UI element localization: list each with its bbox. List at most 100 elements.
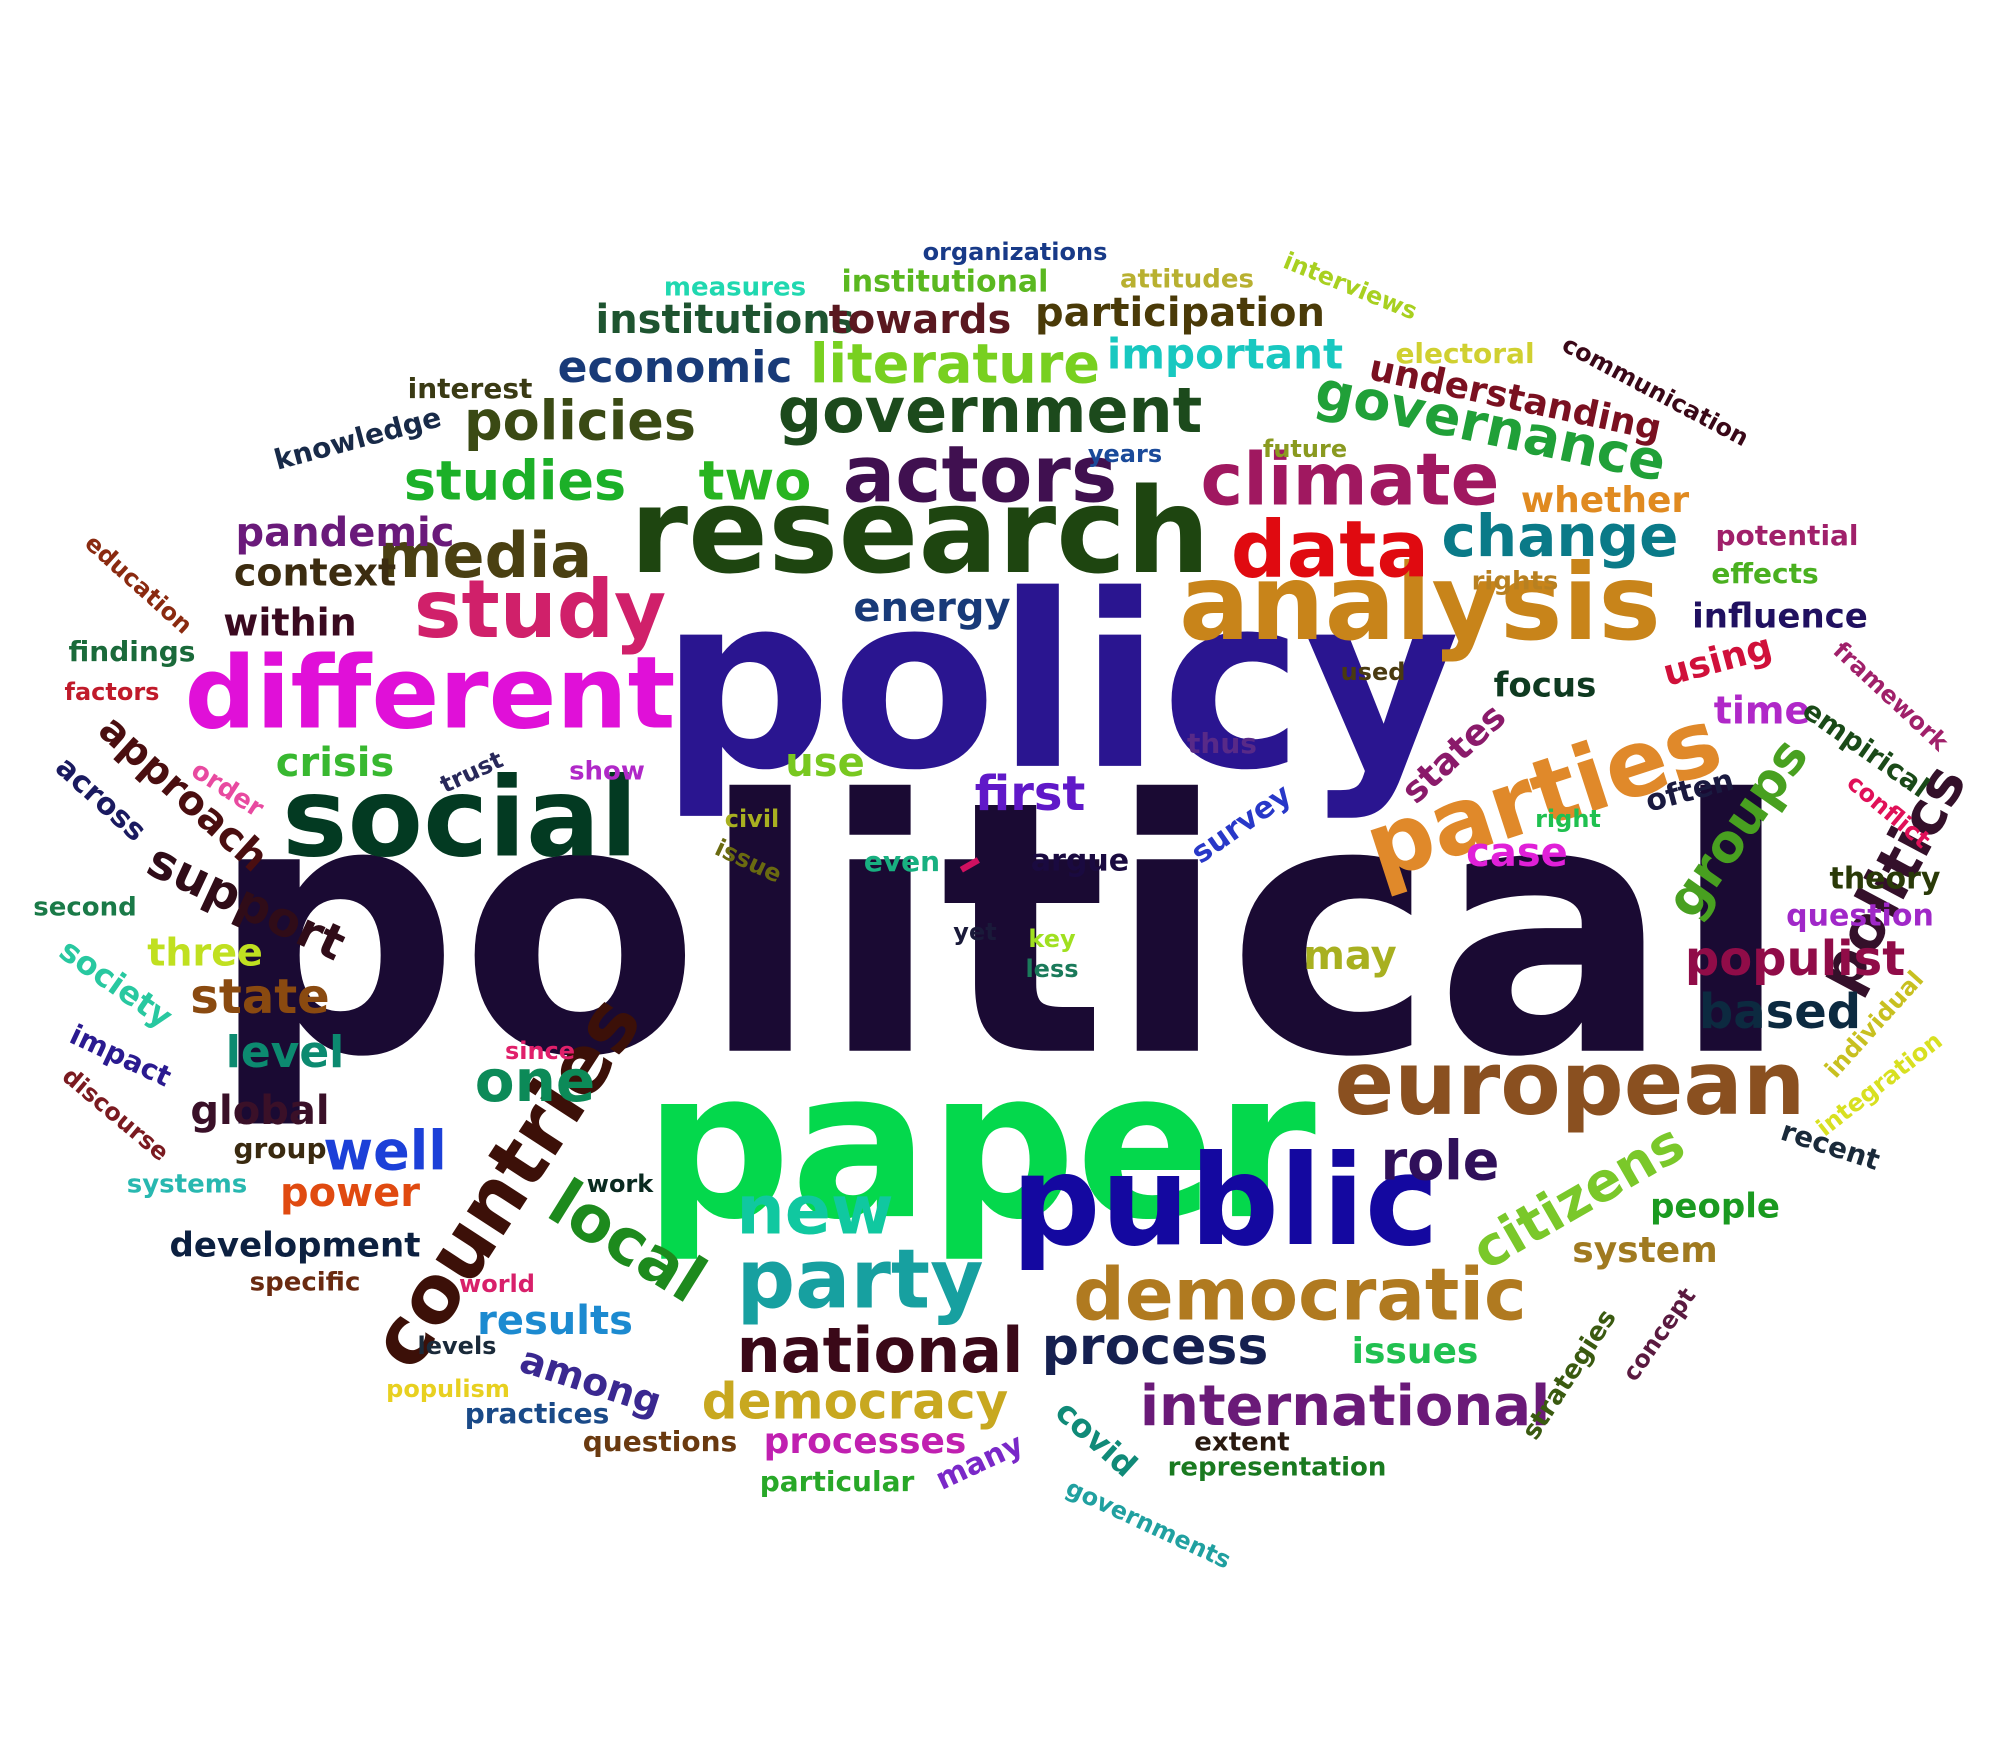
word-climate: climate (1201, 438, 1500, 522)
word-case: case (1466, 830, 1568, 876)
word-european: european (1335, 1032, 1806, 1135)
word-particular: particular (760, 1465, 915, 1498)
word-two: two (699, 450, 812, 513)
word-civil: civil (725, 805, 780, 833)
word-participation: participation (1035, 290, 1325, 336)
word-specific: specific (250, 1268, 361, 1298)
word-one: one (475, 1047, 595, 1115)
word-three: three (147, 931, 263, 975)
word-years: years (1088, 440, 1162, 468)
word-attitudes: attitudes (1120, 265, 1254, 295)
word-important: important (1107, 330, 1343, 379)
word-question: question (1786, 899, 1934, 934)
word-energy: energy (853, 585, 1010, 631)
word-even: even (864, 845, 940, 878)
word-literature: literature (810, 333, 1100, 396)
word-towards: towards (829, 297, 1012, 343)
word-different: different (185, 634, 676, 751)
word-democratic: democratic (1073, 1253, 1526, 1337)
word-process: process (1042, 1317, 1269, 1377)
word-time: time (1714, 689, 1811, 733)
word-show: show (569, 757, 645, 787)
word-public: public (1011, 1129, 1439, 1274)
word-new: new (736, 1172, 893, 1251)
word-populist: populist (1685, 931, 1905, 987)
word-policies: policies (464, 390, 696, 453)
word-extent: extent (1194, 1428, 1289, 1458)
word-study: study (414, 563, 666, 656)
word-right: right (1535, 805, 1601, 833)
word-systems: systems (127, 1170, 248, 1200)
word-party: party (736, 1232, 983, 1327)
word-second: second (33, 893, 137, 923)
word-pandemic: pandemic (236, 510, 455, 556)
word-rights: rights (1472, 567, 1559, 597)
word-national: national (737, 1314, 1024, 1387)
word-less: less (1025, 955, 1078, 983)
word-people: people (1650, 1187, 1780, 1227)
word-development: development (170, 1226, 421, 1266)
word-argue: argue (1031, 844, 1129, 879)
word-key: key (1028, 925, 1076, 953)
word-economic: economic (558, 342, 793, 393)
word-representation: representation (1168, 1453, 1387, 1483)
word-research: research (630, 462, 1210, 600)
word-findings: findings (69, 635, 196, 668)
word-studies: studies (404, 450, 626, 513)
word-levels: levels (418, 1332, 497, 1360)
word-potential: potential (1715, 519, 1858, 552)
word-since: since (505, 1037, 575, 1065)
word-influence: influence (1692, 597, 1868, 637)
word-well: well (323, 1120, 447, 1183)
word-power: power (280, 1170, 420, 1216)
word-institutions: institutions (595, 297, 854, 343)
word-change: change (1442, 502, 1679, 570)
word-interest: interest (408, 372, 533, 405)
word-thus: thus (1187, 727, 1257, 760)
word-media: media (378, 519, 592, 592)
word-first: first (975, 766, 1086, 822)
word-analysis: analysis (1179, 542, 1661, 664)
word-within: within (223, 601, 356, 645)
word-practices: practices (465, 1397, 610, 1430)
word-policy: policy (660, 543, 1460, 823)
word-future: future (1263, 435, 1347, 463)
word-institutional: institutional (842, 265, 1049, 300)
word-social: social (282, 753, 638, 881)
word-based: based (1699, 984, 1861, 1040)
word-system: system (1572, 1230, 1717, 1271)
word-international: international (1140, 1374, 1550, 1439)
word-populism: populism (386, 1375, 510, 1403)
word-crisis: crisis (276, 740, 394, 786)
word-theory: theory (1829, 862, 1940, 897)
word-whether: whether (1521, 480, 1690, 521)
word-use: use (785, 740, 864, 786)
word-issues: issues (1352, 1331, 1479, 1372)
word-measures: measures (664, 273, 806, 303)
word-focus: focus (1494, 666, 1597, 706)
word-work: work (587, 1170, 654, 1198)
word-global: global (190, 1088, 329, 1134)
word-government: government (778, 374, 1203, 447)
word-processes: processes (764, 1421, 967, 1462)
word-context: context (234, 551, 396, 595)
word-effects: effects (1711, 557, 1818, 590)
word-factors: factors (65, 678, 160, 706)
word-level: level (226, 1027, 345, 1078)
word-group: group (233, 1132, 326, 1165)
word-state: state (190, 969, 329, 1025)
word-role: role (1381, 1130, 1500, 1193)
word-used: used (1341, 658, 1406, 686)
word-electoral: electoral (1395, 337, 1534, 370)
word-political: political (209, 726, 1791, 1134)
word-paper: paper (644, 1027, 1316, 1265)
word-actors: actors (843, 430, 1118, 520)
word-democracy: democracy (702, 1373, 1008, 1431)
word-data: data (1231, 505, 1429, 595)
word-questions: questions (583, 1425, 737, 1458)
word-organizations: organizations (923, 238, 1108, 266)
word-yet: yet (953, 918, 996, 946)
